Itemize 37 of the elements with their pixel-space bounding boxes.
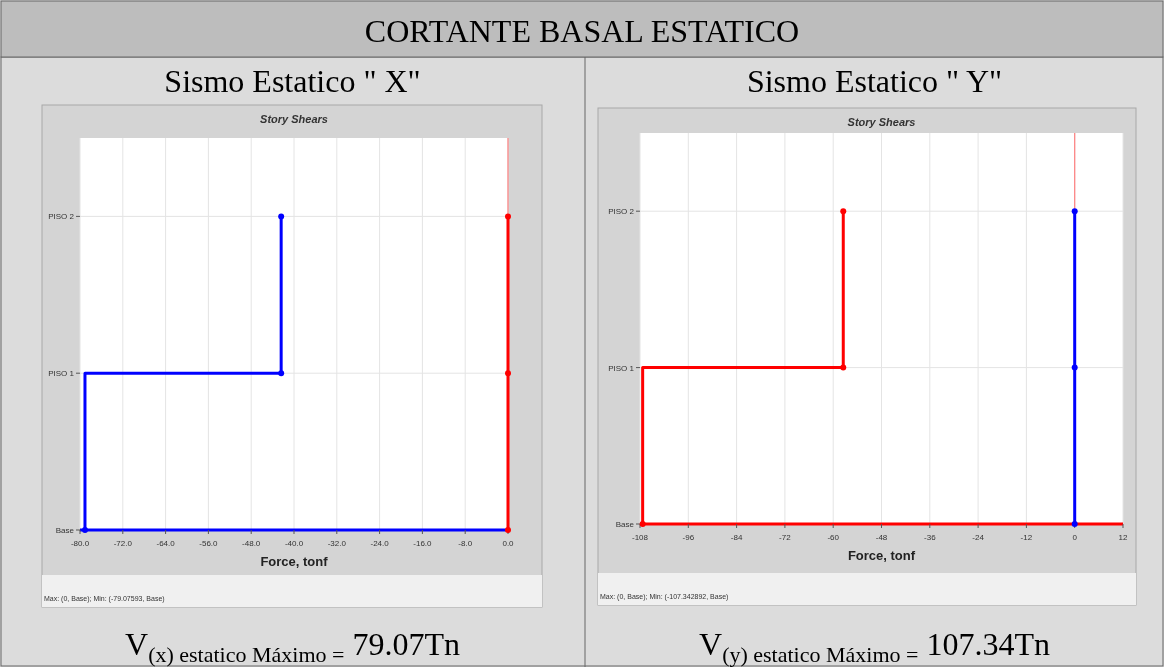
- x-tick-label: 0.0: [502, 539, 515, 548]
- x-tick-label: -96: [682, 533, 695, 542]
- x-tick-label: -8.0: [458, 539, 473, 548]
- x-tick-label: -48.0: [242, 539, 261, 548]
- chart-title: Sismo Estatico " Y": [746, 63, 1003, 99]
- x-axis-title: Force, tonf: [260, 554, 329, 569]
- x-tick-label: -24.0: [370, 539, 390, 548]
- x-tick-label: -40.0: [284, 539, 304, 548]
- y-tick-label: PISO 2: [608, 207, 635, 217]
- x-tick-label: -32.0: [327, 539, 347, 548]
- text: V$_{(x) estatico Máximo =}$ 79.07Tn: [125, 626, 460, 667]
- x-tick-label: -84: [730, 533, 743, 542]
- x-tick-label: -48: [875, 533, 888, 542]
- y-tick-label: PISO 1: [608, 363, 635, 373]
- y-tick-label: PISO 1: [48, 369, 75, 379]
- x-tick-label: -60: [827, 533, 840, 542]
- x-tick-label: -36: [924, 533, 937, 542]
- x-tick-label: -24: [972, 533, 985, 542]
- x-tick-label: -16.0: [413, 539, 433, 548]
- y-tick-label: Base: [615, 520, 635, 529]
- y-tick-label: PISO 2: [48, 212, 75, 222]
- x-tick-label: -12: [1020, 533, 1033, 542]
- chart-subtitle: Story Shears: [260, 113, 328, 125]
- text: CORTANTE BASAL ESTATICO: [364, 13, 800, 49]
- x-axis-title: Force, tonf: [847, 548, 916, 563]
- text: V$_{(y) estatico Máximo =}$ 107.34Tn: [699, 626, 1050, 667]
- x-tick-label: -72.0: [113, 539, 133, 548]
- chart-subtitle: Story Shears: [847, 116, 916, 128]
- x-tick-label: -56.0: [199, 539, 219, 548]
- x-tick-label: -108: [631, 533, 649, 542]
- y-tick-label: Base: [55, 526, 75, 535]
- x-tick-label: 0: [1072, 533, 1078, 542]
- x-tick-label: -72: [779, 533, 792, 542]
- x-tick-label: 12: [1118, 533, 1128, 542]
- chart-title: Sismo Estatico " X": [164, 63, 421, 99]
- x-tick-label: -64.0: [156, 539, 176, 548]
- x-tick-label: -80.0: [70, 539, 90, 548]
